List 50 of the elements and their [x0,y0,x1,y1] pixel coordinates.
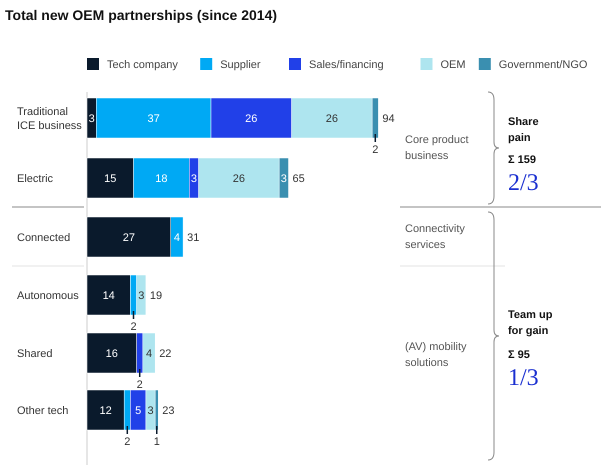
data-label: 1 [154,436,160,448]
data-label: 18 [155,173,168,185]
text: Connectivity services [405,223,466,251]
total-label: 31 [187,232,200,244]
y-tick-label: Other tech [17,405,68,417]
data-label: 4 [174,232,180,244]
data-label: 14 [102,290,115,302]
text: Core product business [405,134,469,162]
data-label: 26 [245,113,258,125]
legend-label: Government/NGO [498,59,588,71]
data-label: 3 [138,290,144,302]
legend-label: OEM [440,59,466,71]
data-label: 2 [136,379,143,391]
data-label: 15 [104,173,116,185]
text: Σ 159 [508,154,536,166]
text: 2/3 [508,170,539,196]
y-tick-label: Traditional ICE business [17,106,82,132]
data-label: 3 [147,405,154,417]
y-tick-label: Electric [17,173,54,185]
total-label: 23 [162,405,175,417]
legend-label: Sales/financing [309,59,384,71]
y-tick-label: Connected [17,232,70,244]
data-label: 4 [146,348,152,360]
data-label: 26 [232,173,246,185]
total-label: 19 [150,290,162,302]
text: (AV) mobility solutions [405,341,468,369]
data-label: 2 [130,321,137,333]
text: 1/3 [508,365,539,391]
text: Share pain [508,116,539,144]
data-label: 12 [99,405,112,417]
text: Team up for gain [508,309,553,337]
data-label: 37 [148,113,160,125]
legend-label: Supplier [220,59,261,71]
text: Σ 95 [508,349,530,361]
data-label: 27 [122,232,135,244]
data-label: 3 [280,173,287,185]
y-tick-label: Autonomous [17,290,80,302]
legend-label: Tech company [107,59,178,71]
total-label: 65 [292,173,305,185]
data-label: 3 [190,173,198,185]
data-label: 2 [124,436,130,448]
y-tick-label: Shared [17,348,52,360]
data-label: 3 [88,113,95,125]
data-label: 16 [106,348,118,360]
total-label: 22 [159,348,172,360]
total-label: 94 [382,113,395,125]
chart-title: Total new OEM partnerships (since 2014) [5,7,278,23]
data-label: 26 [326,113,338,125]
data-label: 5 [135,405,142,417]
data-label: 2 [372,144,378,156]
